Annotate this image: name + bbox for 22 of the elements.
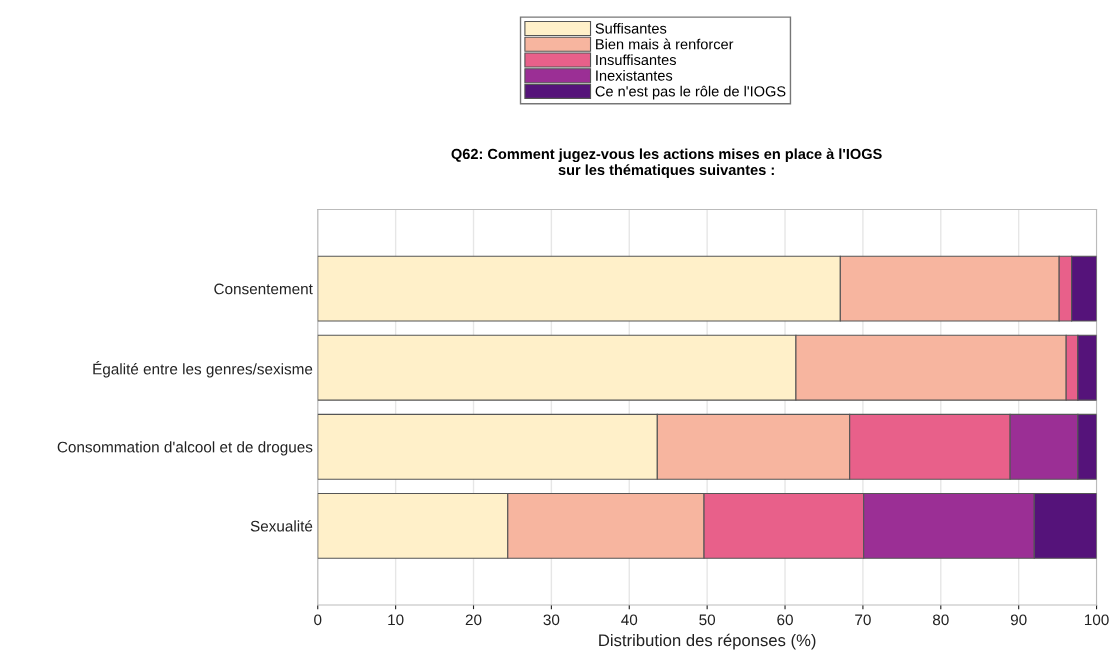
x-tick-label: 20 <box>465 614 482 626</box>
x-tick-label: 50 <box>699 614 716 626</box>
x-tick-label: 0 <box>314 614 322 626</box>
y-tick-label: Égalité entre les genres/sexisme <box>93 361 313 378</box>
x-tick-label: 10 <box>388 614 404 626</box>
legend-label: Inexistantes <box>596 70 673 81</box>
legend-label: Insuffisantes <box>596 54 676 66</box>
x-tick-label: 100 <box>1084 614 1109 626</box>
x-tick-label: 80 <box>932 614 949 626</box>
legend-label: Ce n'est pas le rôle de l'IOGS <box>595 85 786 100</box>
y-tick-label: Consommation d'alcool et de drogues <box>57 441 313 456</box>
legend-label: Bien mais à renforcer <box>596 38 734 50</box>
x-tick-label: 40 <box>621 614 638 626</box>
x-tick-label: 90 <box>1010 614 1027 626</box>
y-tick-label: Consentement <box>214 283 313 295</box>
x-tick-label: 60 <box>777 614 793 626</box>
y-tick-label: Sexualité <box>250 520 313 532</box>
chart-title: Q62: Comment jugez-vous les actions mises en place à l'IOGS sur les thématiques suivantes : <box>451 148 882 178</box>
x-axis-title: Distribution des réponses (%) <box>599 633 816 650</box>
x-tick-label: 30 <box>543 614 560 626</box>
legend-label: Suffisantes <box>595 22 667 34</box>
x-tick-label: 70 <box>855 614 871 626</box>
